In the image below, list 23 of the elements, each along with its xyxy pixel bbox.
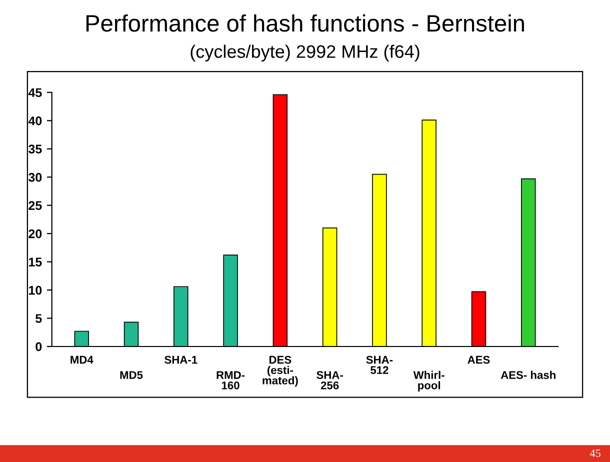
y-tick-label: 25 bbox=[28, 201, 42, 210]
x-tick-label: AES bbox=[468, 356, 490, 364]
y-tick-label: 40 bbox=[28, 116, 42, 126]
x-tick-label: RMD- 160 bbox=[216, 371, 245, 390]
y-tick-label: 15 bbox=[29, 258, 42, 266]
text: 45 bbox=[590, 450, 600, 457]
x-tick-label: SHA- 256 bbox=[316, 371, 343, 390]
x-tick-label: SHA- 512 bbox=[366, 356, 393, 374]
y-tick-label: 30 bbox=[28, 172, 42, 182]
x-tick-label: AES- hash bbox=[500, 370, 556, 379]
chart-subtitle: (cycles/byte) 2992 MHz (f64) bbox=[190, 44, 420, 62]
y-tick-label: 0 bbox=[36, 342, 42, 352]
x-tick-label: DES (esti- mated) bbox=[262, 356, 298, 387]
x-tick-label: SHA-1 bbox=[164, 356, 198, 364]
y-tick-label: 35 bbox=[28, 144, 42, 154]
y-tick-label: 45 bbox=[28, 88, 42, 98]
y-tick-label: 20 bbox=[28, 229, 42, 238]
y-tick-label: 10 bbox=[29, 286, 42, 295]
chart-title: Performance of hash functions - Bernstein bbox=[86, 14, 524, 32]
x-tick-label: MD5 bbox=[120, 371, 143, 379]
y-tick-label: 5 bbox=[36, 314, 42, 323]
x-tick-label: Whirl- pool bbox=[413, 370, 444, 392]
x-tick-label: MD4 bbox=[70, 356, 94, 364]
